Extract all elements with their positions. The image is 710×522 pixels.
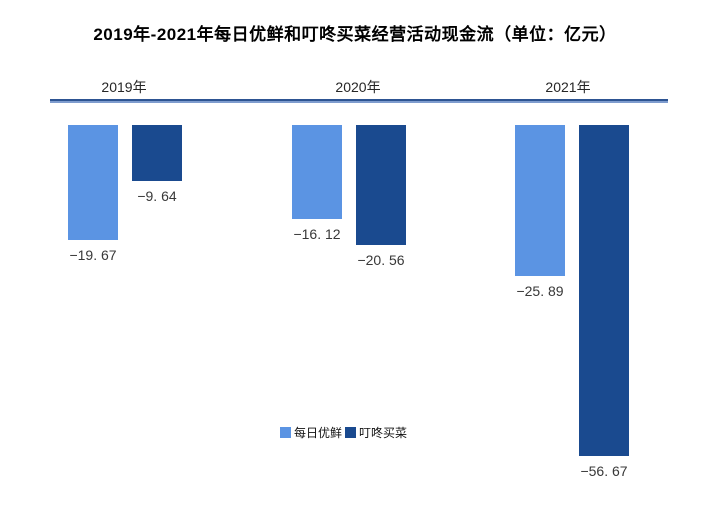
bar-叮咚买菜-2020年	[356, 125, 406, 245]
legend: 每日优鲜 叮咚买菜	[280, 424, 407, 441]
bar-value-label-叮咚买菜-2021年: −56. 67	[580, 463, 628, 479]
legend-label-missfresh: 每日优鲜	[294, 426, 343, 440]
bar-每日优鲜-2021年	[515, 125, 565, 276]
chart-title: 2019年-2021年每日优鲜和叮咚买菜经营活动现金流（单位：亿元）	[93, 25, 617, 44]
bar-每日优鲜-2019年	[68, 125, 118, 240]
bar-value-label-叮咚买菜-2020年: −20. 56	[357, 252, 405, 268]
bar-叮咚买菜-2021年	[579, 125, 629, 456]
category-label-2020: 2020年	[335, 79, 381, 95]
legend-swatch-dingdong-icon	[345, 427, 357, 438]
legend-item-missfresh: 每日优鲜	[280, 424, 342, 441]
bar-每日优鲜-2020年	[292, 125, 342, 219]
bar-value-label-叮咚买菜-2019年: −9. 64	[137, 188, 177, 204]
bar-value-label-每日优鲜-2020年: −16. 12	[293, 226, 341, 242]
legend-item-dingdong: 叮咚买菜	[345, 424, 407, 441]
zero-baseline-axis	[50, 99, 668, 103]
bar-value-label-每日优鲜-2019年: −19. 67	[69, 247, 117, 263]
legend-label-dingdong: 叮咚买菜	[359, 426, 408, 440]
bar-value-label-每日优鲜-2021年: −25. 89	[516, 283, 564, 299]
legend-swatch-missfresh-icon	[280, 427, 291, 438]
bar-叮咚买菜-2019年	[132, 125, 182, 181]
category-label-2019: 2019年	[101, 79, 147, 95]
category-label-2021: 2021年	[545, 79, 591, 95]
